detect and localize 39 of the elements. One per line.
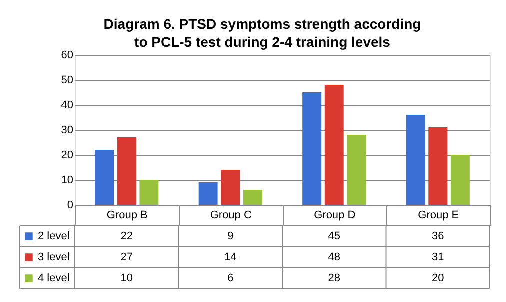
bar — [428, 128, 448, 205]
bar — [302, 92, 322, 205]
y-tick-label: 20 — [61, 150, 74, 162]
data-label: 10 — [120, 272, 133, 284]
legend-label: 2 level — [38, 230, 70, 242]
data-label: 20 — [432, 272, 444, 284]
legend-label: 4 level — [38, 272, 70, 284]
bar — [117, 138, 136, 205]
bar — [450, 155, 470, 205]
data-label: 9 — [228, 230, 234, 242]
bar — [406, 115, 426, 205]
y-tick-label: 40 — [61, 100, 74, 112]
data-label: 27 — [120, 252, 133, 264]
data-label: 45 — [328, 230, 340, 242]
data-label: 14 — [224, 252, 237, 264]
y-tick-label: 10 — [61, 174, 74, 186]
bar — [243, 190, 262, 205]
data-label: 6 — [228, 272, 234, 284]
bar — [324, 85, 344, 205]
bar — [95, 150, 114, 205]
bar — [198, 182, 218, 205]
x-tick-label: Group D — [314, 210, 356, 222]
x-tick-label: Group C — [210, 210, 252, 222]
x-tick-label: Group E — [418, 210, 460, 222]
y-tick-label: 0 — [67, 200, 74, 212]
data-label: 28 — [328, 272, 340, 284]
data-label: 36 — [432, 230, 444, 242]
legend-label: 3 level — [38, 252, 70, 264]
bar — [221, 170, 240, 205]
chart-title: Diagram 6. PTSD symptoms strength according to PCL-5 test during 2-4 training levels — [104, 16, 422, 50]
bar — [140, 180, 159, 205]
data-label: 31 — [432, 252, 444, 264]
data-label: 22 — [120, 230, 133, 242]
y-tick-label: 60 — [61, 50, 74, 62]
y-tick-label: 50 — [61, 74, 74, 86]
y-tick-label: 30 — [61, 124, 74, 136]
x-tick-label: Group B — [106, 210, 148, 222]
data-label: 48 — [328, 252, 340, 264]
bar — [347, 135, 366, 205]
